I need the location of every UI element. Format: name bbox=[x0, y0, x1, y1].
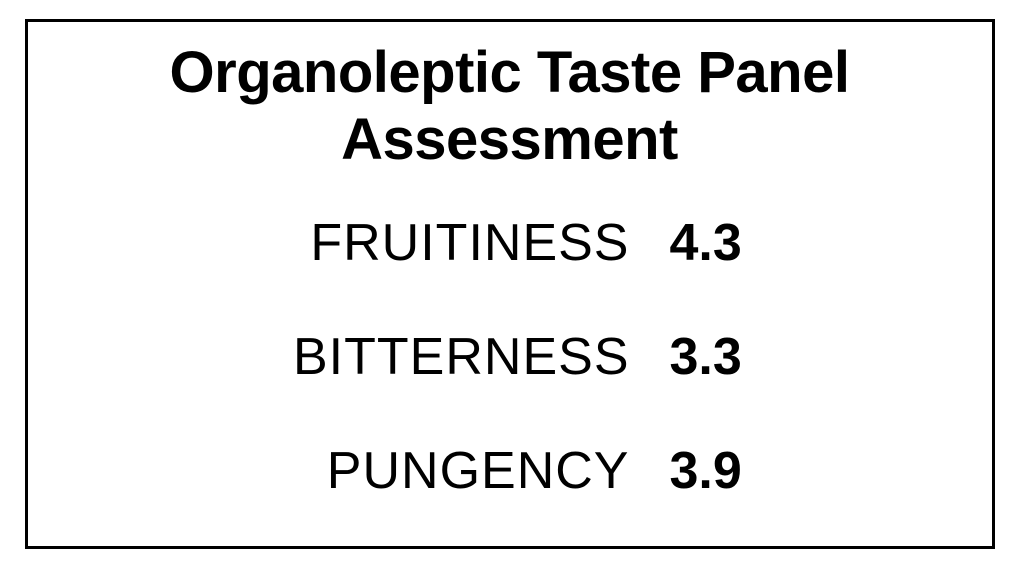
metric-value: 3.9 bbox=[630, 441, 770, 501]
metric-label: FRUITINESS bbox=[250, 213, 630, 273]
assessment-panel: Organoleptic Taste Panel Assessment FRUI… bbox=[25, 19, 995, 549]
panel-title: Organoleptic Taste Panel Assessment bbox=[28, 40, 992, 173]
metric-row: BITTERNESS 3.3 bbox=[28, 327, 992, 387]
metric-row: PUNGENCY 3.9 bbox=[28, 441, 992, 501]
metrics-list: FRUITINESS 4.3 BITTERNESS 3.3 PUNGENCY 3… bbox=[28, 213, 992, 501]
metric-label: BITTERNESS bbox=[250, 327, 630, 387]
metric-value: 3.3 bbox=[630, 327, 770, 387]
title-line-2: Assessment bbox=[341, 107, 678, 172]
metric-value: 4.3 bbox=[630, 213, 770, 273]
title-line-1: Organoleptic Taste Panel bbox=[170, 40, 850, 105]
metric-row: FRUITINESS 4.3 bbox=[28, 213, 992, 273]
metric-label: PUNGENCY bbox=[250, 441, 630, 501]
